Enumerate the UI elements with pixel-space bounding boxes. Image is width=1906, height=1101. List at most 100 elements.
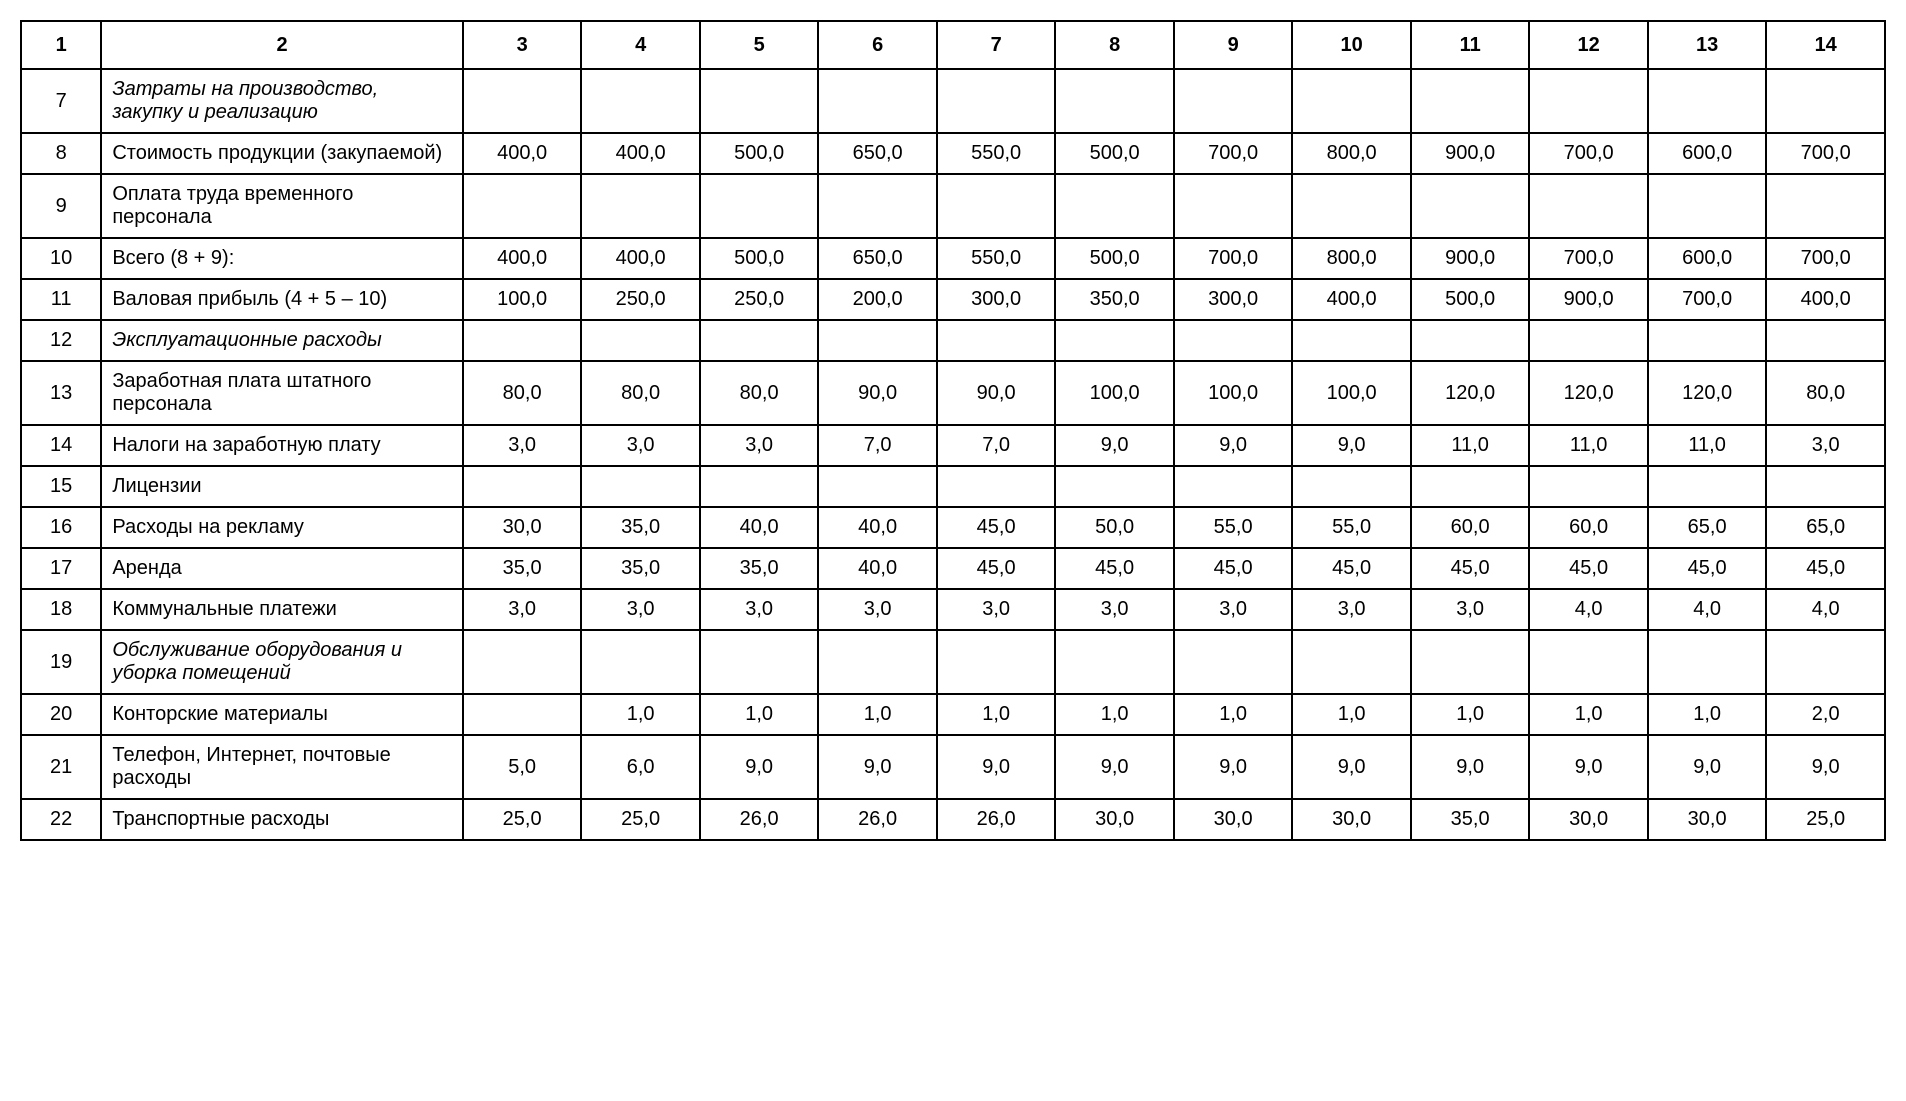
cell-value: 3,0 xyxy=(581,425,700,466)
cell-value: 30,0 xyxy=(1292,799,1411,840)
cell-value: 350,0 xyxy=(1055,279,1174,320)
row-number: 8 xyxy=(21,133,101,174)
cell-value xyxy=(1055,174,1174,238)
cell-value xyxy=(581,174,700,238)
cell-value: 1,0 xyxy=(700,694,819,735)
row-description: Коммунальные платежи xyxy=(101,589,463,630)
row-number: 12 xyxy=(21,320,101,361)
cell-value xyxy=(581,69,700,133)
col-header: 9 xyxy=(1174,21,1293,69)
cell-value xyxy=(818,320,937,361)
cell-value: 700,0 xyxy=(1174,238,1293,279)
table-row: 10Всего (8 + 9):400,0400,0500,0650,0550,… xyxy=(21,238,1885,279)
table-row: 11Валовая прибыль (4 + 5 – 10)100,0250,0… xyxy=(21,279,1885,320)
cell-value: 3,0 xyxy=(700,589,819,630)
cell-value xyxy=(1648,630,1767,694)
cell-value: 600,0 xyxy=(1648,133,1767,174)
cell-value: 400,0 xyxy=(581,133,700,174)
cell-value: 6,0 xyxy=(581,735,700,799)
cell-value xyxy=(463,466,582,507)
cell-value xyxy=(1055,466,1174,507)
table-head: 1 2 3 4 5 6 7 8 9 10 11 12 13 14 xyxy=(21,21,1885,69)
cell-value xyxy=(581,630,700,694)
cell-value xyxy=(581,466,700,507)
cell-value: 80,0 xyxy=(463,361,582,425)
cell-value: 3,0 xyxy=(581,589,700,630)
cell-value: 11,0 xyxy=(1411,425,1530,466)
cell-value: 1,0 xyxy=(1648,694,1767,735)
col-header: 2 xyxy=(101,21,463,69)
cell-value xyxy=(1174,320,1293,361)
row-number: 19 xyxy=(21,630,101,694)
cell-value: 1,0 xyxy=(1174,694,1293,735)
row-number: 21 xyxy=(21,735,101,799)
cell-value: 50,0 xyxy=(1055,507,1174,548)
cell-value: 400,0 xyxy=(581,238,700,279)
cell-value xyxy=(937,630,1056,694)
cell-value: 25,0 xyxy=(581,799,700,840)
cell-value: 500,0 xyxy=(1055,133,1174,174)
cell-value: 65,0 xyxy=(1766,507,1885,548)
cell-value: 80,0 xyxy=(700,361,819,425)
cell-value: 55,0 xyxy=(1174,507,1293,548)
header-row: 1 2 3 4 5 6 7 8 9 10 11 12 13 14 xyxy=(21,21,1885,69)
cell-value: 100,0 xyxy=(1174,361,1293,425)
cell-value: 45,0 xyxy=(1411,548,1530,589)
cell-value: 900,0 xyxy=(1411,238,1530,279)
cell-value: 1,0 xyxy=(581,694,700,735)
cell-value xyxy=(1055,69,1174,133)
cell-value: 800,0 xyxy=(1292,133,1411,174)
cell-value xyxy=(700,630,819,694)
col-header: 14 xyxy=(1766,21,1885,69)
table-row: 22Транспортные расходы25,025,026,026,026… xyxy=(21,799,1885,840)
cell-value: 40,0 xyxy=(700,507,819,548)
cell-value: 9,0 xyxy=(1292,425,1411,466)
cell-value: 3,0 xyxy=(937,589,1056,630)
cell-value: 45,0 xyxy=(1529,548,1648,589)
cell-value: 60,0 xyxy=(1411,507,1530,548)
cell-value: 3,0 xyxy=(700,425,819,466)
cell-value: 500,0 xyxy=(700,238,819,279)
cell-value: 600,0 xyxy=(1648,238,1767,279)
cell-value xyxy=(1174,630,1293,694)
cell-value xyxy=(1411,466,1530,507)
table-row: 9Оплата труда временного персонала xyxy=(21,174,1885,238)
table-row: 18Коммунальные платежи3,03,03,03,03,03,0… xyxy=(21,589,1885,630)
cell-value: 35,0 xyxy=(1411,799,1530,840)
row-description: Валовая прибыль (4 + 5 – 10) xyxy=(101,279,463,320)
cell-value: 45,0 xyxy=(1292,548,1411,589)
cell-value xyxy=(463,320,582,361)
row-number: 20 xyxy=(21,694,101,735)
row-description: Заработная плата штатного персонала xyxy=(101,361,463,425)
cell-value xyxy=(1174,174,1293,238)
cell-value xyxy=(1292,466,1411,507)
cell-value: 30,0 xyxy=(463,507,582,548)
table-row: 15Лицензии xyxy=(21,466,1885,507)
cell-value: 9,0 xyxy=(818,735,937,799)
col-header: 5 xyxy=(700,21,819,69)
cell-value: 3,0 xyxy=(1292,589,1411,630)
cell-value: 40,0 xyxy=(818,548,937,589)
cell-value: 25,0 xyxy=(463,799,582,840)
cell-value xyxy=(1411,320,1530,361)
cell-value: 700,0 xyxy=(1766,238,1885,279)
cell-value xyxy=(1529,466,1648,507)
cell-value: 26,0 xyxy=(937,799,1056,840)
cell-value: 700,0 xyxy=(1174,133,1293,174)
cell-value: 1,0 xyxy=(1055,694,1174,735)
cell-value: 30,0 xyxy=(1055,799,1174,840)
row-number: 16 xyxy=(21,507,101,548)
cell-value: 3,0 xyxy=(1766,425,1885,466)
cell-value: 60,0 xyxy=(1529,507,1648,548)
cell-value xyxy=(1292,174,1411,238)
table-row: 14Налоги на заработную плату3,03,03,07,0… xyxy=(21,425,1885,466)
col-header: 8 xyxy=(1055,21,1174,69)
cell-value xyxy=(818,174,937,238)
cell-value xyxy=(1411,630,1530,694)
table-row: 16Расходы на рекламу30,035,040,040,045,0… xyxy=(21,507,1885,548)
cell-value: 200,0 xyxy=(818,279,937,320)
cell-value xyxy=(1292,320,1411,361)
cell-value: 40,0 xyxy=(818,507,937,548)
cell-value: 30,0 xyxy=(1648,799,1767,840)
cell-value: 650,0 xyxy=(818,238,937,279)
